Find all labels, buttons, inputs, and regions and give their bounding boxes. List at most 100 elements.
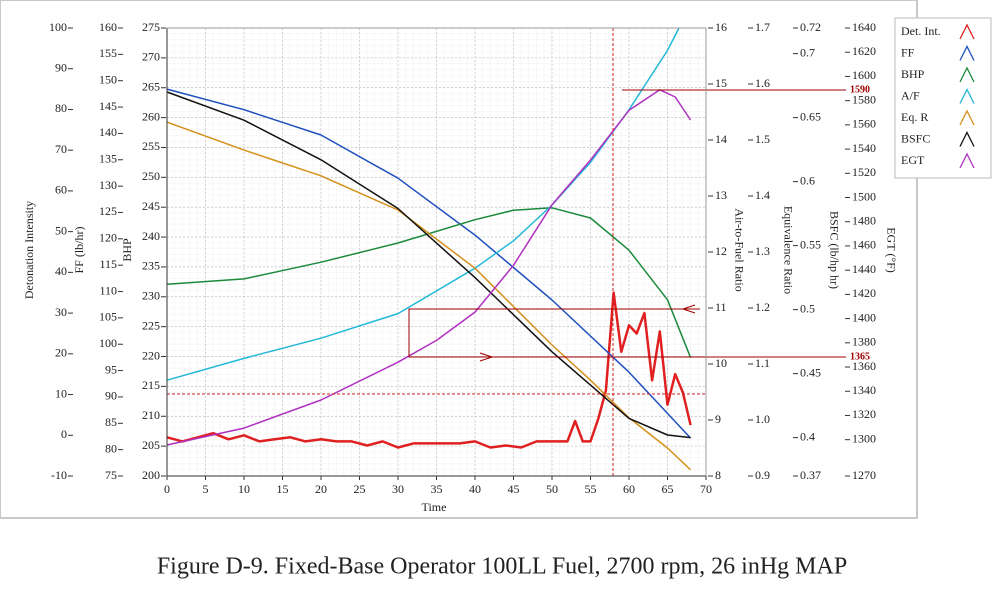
series-line <box>166 88 692 439</box>
y-tick-label: 1.5 <box>755 132 770 146</box>
x-tick-label: 25 <box>354 482 366 496</box>
series-line <box>166 291 692 449</box>
y-tick-label: 150 <box>99 72 117 86</box>
series-line <box>166 121 692 471</box>
y-tick-label: 10 <box>55 386 67 400</box>
x-tick-label: 45 <box>508 482 520 496</box>
y-tick-label: 130 <box>99 178 117 192</box>
y-tick-label: 0.9 <box>755 468 770 482</box>
y-tick-label: 100 <box>49 20 67 34</box>
x-tick-label: 30 <box>392 482 404 496</box>
y-tick-label: 50 <box>55 223 67 237</box>
y-tick-label: 1.3 <box>755 244 770 258</box>
y-tick-label: 115 <box>99 257 117 271</box>
series-line <box>166 91 691 439</box>
y-tick-label: 105 <box>99 310 117 324</box>
y-tick-label: 110 <box>99 283 117 297</box>
y-tick-label: 100 <box>99 336 117 350</box>
y-tick-label: 260 <box>142 109 160 123</box>
y-tick-label: 95 <box>105 362 117 376</box>
y-tick-label: 80 <box>105 441 117 455</box>
y-axis-label: Air-to-Fuel Ratio <box>732 208 746 291</box>
y-tick-label: 15 <box>715 76 727 90</box>
y-tick-label: 14 <box>715 132 727 146</box>
y-tick-label: 255 <box>142 139 160 153</box>
y-tick-label: 1.1 <box>755 356 770 370</box>
legend-symbol <box>959 45 975 61</box>
y-tick-label: 140 <box>99 125 117 139</box>
legend-symbol <box>959 23 975 40</box>
y-axis-label: BHP <box>120 238 134 262</box>
series-line <box>166 207 692 358</box>
x-tick-label: 20 <box>315 482 327 496</box>
annotation-bg <box>846 83 882 97</box>
annotation: 1590 <box>850 84 870 95</box>
y-tick-label: 1420 <box>852 286 876 300</box>
y-tick-label: 120 <box>99 231 117 245</box>
x-axis-label: Time <box>422 500 447 514</box>
y-tick-label: 155 <box>99 46 117 60</box>
y-tick-label: 1540 <box>852 141 876 155</box>
y-tick-label: 0.65 <box>800 109 821 123</box>
y-tick-label: 1520 <box>852 165 876 179</box>
y-tick-label: 11 <box>715 300 727 314</box>
y-tick-label: 90 <box>105 389 117 403</box>
y-tick-label: 160 <box>99 20 117 34</box>
arrow <box>479 352 493 362</box>
y-tick-label: 230 <box>142 289 160 303</box>
x-tick-label: 50 <box>546 482 558 496</box>
y-tick-label: 220 <box>142 348 160 362</box>
legend-label: BSFC <box>901 131 930 145</box>
y-tick-label: 1340 <box>852 383 876 397</box>
y-tick-label: 1300 <box>852 431 876 445</box>
x-tick-label: 55 <box>585 482 597 496</box>
y-tick-label: 235 <box>142 259 160 273</box>
y-tick-label: 1460 <box>852 238 876 252</box>
y-tick-label: 1600 <box>852 68 876 82</box>
y-tick-label: 75 <box>105 468 117 482</box>
legend-label: FF <box>901 45 915 59</box>
y-tick-label: 1.0 <box>755 412 770 426</box>
annotation-bg <box>846 350 882 364</box>
y-tick-label: 125 <box>99 204 117 218</box>
legend-symbol <box>959 66 975 83</box>
legend <box>894 17 992 179</box>
y-axis-label: FF (lb/hr) <box>72 226 86 273</box>
y-tick-label: 0.45 <box>800 365 821 379</box>
y-tick-label: 40 <box>55 264 67 278</box>
annotation: 1365 <box>850 351 870 362</box>
y-tick-label: 275 <box>142 20 160 34</box>
y-tick-label: 205 <box>142 438 160 452</box>
y-tick-label: 13 <box>715 188 727 202</box>
y-tick-label: 0 <box>61 427 67 441</box>
y-axis-label: Detonation Intensity <box>22 201 36 299</box>
y-axis-label: Equivalence Ratio <box>781 206 795 294</box>
legend-label: A/F <box>901 88 920 102</box>
x-tick-label: 10 <box>238 482 250 496</box>
x-tick-label: 65 <box>662 482 674 496</box>
annotation-line <box>408 308 850 358</box>
x-tick-label: 0 <box>164 482 170 496</box>
y-tick-label: 8 <box>715 468 721 482</box>
x-tick-label: 60 <box>623 482 635 496</box>
y-tick-label: 10 <box>715 356 727 370</box>
x-tick-label: 35 <box>431 482 443 496</box>
y-tick-label: 0.72 <box>800 20 821 34</box>
y-tick-label: 245 <box>142 199 160 213</box>
legend-label: BHP <box>901 67 925 81</box>
y-tick-label: 1480 <box>852 213 876 227</box>
y-tick-label: 85 <box>105 415 117 429</box>
y-tick-label: 1.4 <box>755 188 770 202</box>
y-tick-label: 1.6 <box>755 76 770 90</box>
y-tick-label: 20 <box>55 346 67 360</box>
y-tick-label: 270 <box>142 50 160 64</box>
x-tick-label: 70 <box>700 482 712 496</box>
y-tick-label: 1.7 <box>755 20 770 34</box>
y-tick-label: 1500 <box>852 189 876 203</box>
y-tick-label: 16 <box>715 20 727 34</box>
x-tick-label: 40 <box>469 482 481 496</box>
y-tick-label: 265 <box>142 79 160 93</box>
y-tick-label: 135 <box>99 152 117 166</box>
y-tick-label: 90 <box>55 60 67 74</box>
